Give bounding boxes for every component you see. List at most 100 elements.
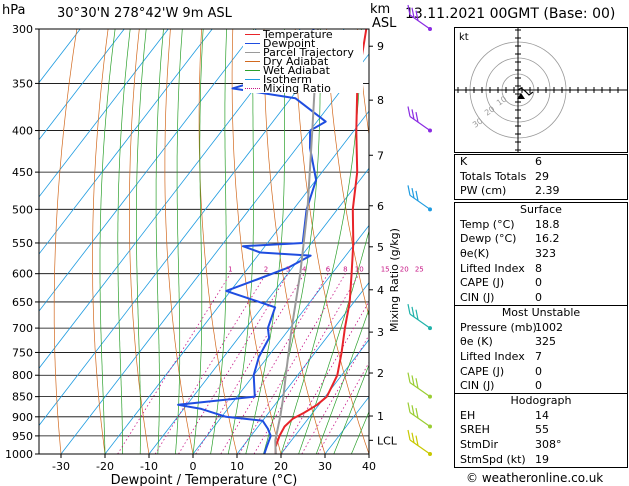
legend-item: Dry Adiabat bbox=[243, 55, 363, 68]
mixing-ratio-line bbox=[195, 273, 305, 454]
index-row: Totals Totals 29 bbox=[455, 170, 627, 185]
wind-barb-flag bbox=[415, 309, 419, 320]
temperature-tick-label: 40 bbox=[362, 460, 376, 473]
wind-barb bbox=[407, 402, 432, 429]
wet-adiabat bbox=[175, 29, 183, 454]
height-tick-label: 6 bbox=[377, 200, 384, 213]
surface-value: 8 bbox=[535, 261, 542, 275]
legend-item: Wet Adiabat bbox=[243, 65, 363, 76]
wet-adiabat bbox=[155, 29, 164, 454]
height-unit-label: km bbox=[370, 2, 391, 17]
mixing-ratio-label: 20 bbox=[400, 266, 409, 274]
pressure-tick-label: 750 bbox=[12, 346, 33, 359]
isotherm bbox=[192, 224, 369, 454]
dry-adiabat bbox=[326, 29, 369, 318]
surface-key: θe(K) bbox=[460, 247, 490, 261]
surface-value: 16.2 bbox=[535, 232, 560, 246]
pressure-tick-label: 800 bbox=[12, 369, 33, 382]
wind-barb-staff bbox=[409, 14, 431, 30]
index-key: Totals Totals bbox=[460, 169, 527, 183]
hodo-param-row: SREH 55 bbox=[455, 423, 627, 438]
hodograph-params-title: Hodograph bbox=[510, 394, 572, 407]
dry-adiabat bbox=[357, 29, 369, 137]
height-tick-label: 2 bbox=[377, 367, 384, 380]
mixing-ratio-label: 1 bbox=[228, 266, 232, 274]
legend-label: Temperature bbox=[263, 28, 333, 41]
wet-adiabat bbox=[245, 29, 285, 454]
hodograph-params-panel: Hodograph EH 14 SREH 55 StmDir 308° StmSpd (kt… bbox=[454, 393, 628, 469]
wind-barb-dot bbox=[428, 452, 432, 456]
wind-barb-flag bbox=[415, 10, 419, 21]
temperature-line bbox=[274, 29, 368, 454]
temperature-tick-label: 10 bbox=[230, 460, 244, 473]
pressure-tick-label: 650 bbox=[12, 296, 33, 309]
surface-key: CIN (J) bbox=[460, 291, 495, 305]
dry-adiabat bbox=[263, 29, 326, 454]
wind-barb-flag bbox=[411, 375, 415, 386]
hodo-param-key: StmDir bbox=[460, 438, 499, 452]
index-value: 2.39 bbox=[535, 184, 560, 198]
mixing-ratio-line bbox=[117, 273, 231, 454]
height-tick-label: 1 bbox=[377, 410, 384, 423]
index-key: PW (cm) bbox=[460, 184, 507, 198]
pressure-tick-label: 350 bbox=[12, 77, 33, 90]
mixing-ratio-line bbox=[178, 273, 289, 454]
wet-adiabat bbox=[210, 29, 228, 454]
wet-adiabat bbox=[136, 29, 147, 454]
isotherm bbox=[39, 29, 125, 141]
sounding-datetime: 13.11.2021 00GMT (Base: 00) bbox=[405, 6, 616, 22]
wind-barb-staff bbox=[409, 382, 431, 398]
legend-label: Isotherm bbox=[263, 73, 312, 86]
hodo-param-row: StmDir 308° bbox=[455, 438, 627, 453]
mixing-ratio-label: 8 bbox=[343, 266, 347, 274]
dry-adiabat bbox=[53, 29, 78, 454]
pressure-tick-label: 1000 bbox=[5, 448, 33, 461]
height-tick-label: 7 bbox=[377, 149, 384, 162]
legend-label: Dry Adiabat bbox=[263, 55, 329, 68]
temperature-tick-label: 20 bbox=[274, 460, 288, 473]
surface-row: Dewp (°C) 16.2 bbox=[455, 232, 627, 247]
wet-adiabat bbox=[117, 29, 131, 454]
wind-barb-staff bbox=[409, 313, 431, 329]
most-unstable-title: Most Unstable bbox=[501, 306, 581, 319]
most-unstable-row: θe (K) 325 bbox=[455, 335, 627, 350]
hodo-param-row: StmSpd (kt) 19 bbox=[455, 453, 627, 468]
most-unstable-key: CIN (J) bbox=[460, 379, 495, 393]
pressure-tick-label: 700 bbox=[12, 322, 33, 335]
plot-frame bbox=[38, 28, 370, 455]
surface-key: CAPE (J) bbox=[460, 276, 505, 290]
legend-label: Parcel Trajectory bbox=[263, 46, 354, 59]
mixing-ratio-line bbox=[253, 273, 360, 454]
hodo-param-key: StmSpd (kt) bbox=[460, 452, 526, 466]
pressure-tick-label: 300 bbox=[12, 23, 33, 36]
mixing-ratio-label: 2 bbox=[264, 266, 268, 274]
wind-barb-staff bbox=[409, 439, 431, 455]
isotherm bbox=[280, 339, 369, 454]
wind-barb-flag bbox=[411, 306, 415, 318]
legend-item: Isotherm bbox=[243, 73, 363, 86]
legend-swatch bbox=[245, 70, 260, 71]
most-unstable-key: θe (K) bbox=[460, 335, 493, 349]
dry-adiabat bbox=[231, 29, 282, 454]
pressure-tick-label: 600 bbox=[12, 268, 33, 281]
hodo-ring-20: 20 bbox=[483, 104, 497, 117]
isotherm bbox=[39, 29, 169, 198]
wind-barb-flag bbox=[407, 4, 411, 16]
hodo-param-value: 14 bbox=[535, 408, 549, 422]
wind-barb bbox=[407, 303, 432, 331]
isotherm bbox=[39, 29, 345, 427]
wet-adiabat bbox=[99, 29, 116, 454]
legend-swatch bbox=[245, 79, 260, 80]
legend-swatch bbox=[245, 52, 260, 53]
legend-swatch bbox=[245, 61, 260, 62]
index-row: PW (cm) 2.39 bbox=[455, 184, 627, 199]
most-unstable-key: CAPE (J) bbox=[460, 364, 505, 378]
legend-item: Temperature bbox=[243, 28, 363, 41]
wind-barb bbox=[407, 185, 432, 212]
wind-barb-flag bbox=[415, 190, 419, 202]
temperature-tick-label: -20 bbox=[96, 460, 114, 473]
most-unstable-value: 0 bbox=[535, 379, 542, 393]
hodo-param-key: EH bbox=[460, 408, 476, 422]
temperature-tick-label: 0 bbox=[190, 460, 197, 473]
